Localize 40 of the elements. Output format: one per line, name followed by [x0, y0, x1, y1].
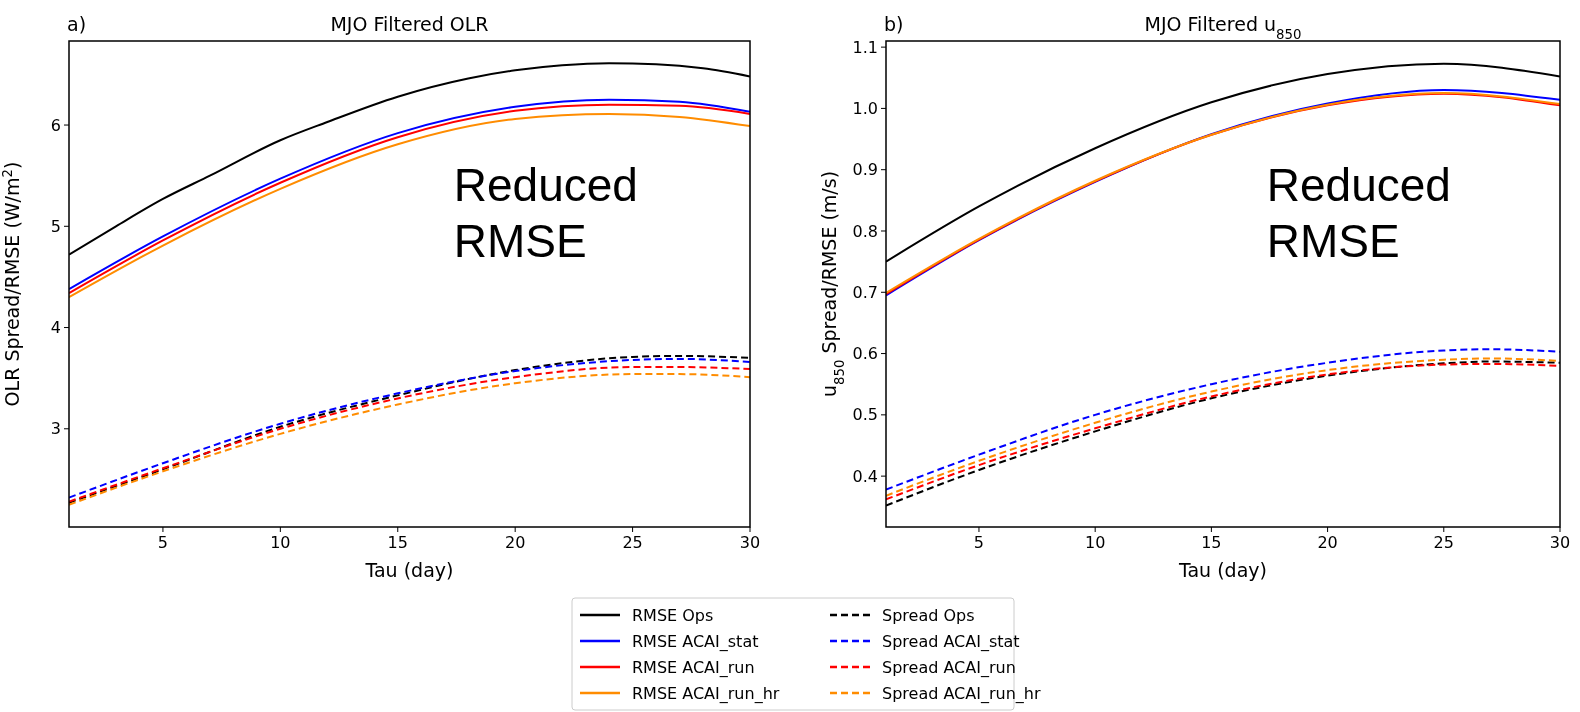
legend-label: Spread ACAI_stat: [882, 631, 1020, 652]
legend-label: RMSE ACAI_run_hr: [632, 683, 780, 704]
chart-title: MJO Filtered OLR: [330, 13, 489, 35]
text: b): [884, 13, 904, 35]
x-tick-label: 5: [157, 533, 169, 552]
x-tick-label: 10: [1084, 533, 1106, 552]
y-tick-label: 4: [50, 318, 61, 338]
y-tick-label: 0.7: [852, 282, 878, 302]
annotation: Reduced RMSE: [453, 159, 638, 268]
x-tick-label: 25: [1433, 533, 1454, 552]
y-tick-label: 0.4: [852, 466, 878, 486]
legend-label: RMSE ACAI_run: [632, 657, 755, 678]
legend-label: Spread ACAI_run_hr: [882, 683, 1041, 704]
y-tick-label: 0.9: [852, 160, 878, 180]
legend-label: RMSE ACAI_stat: [632, 631, 759, 652]
y-tick-label: 6: [50, 115, 61, 135]
chart-title: MJO Filtered u$_{850}$: [1144, 13, 1302, 42]
y-tick-label: 0.8: [852, 221, 878, 241]
x-axis-title: Tau (day): [364, 559, 454, 581]
x-tick-label: 20: [1317, 533, 1338, 552]
y-tick-label: 5: [50, 216, 61, 236]
legend-label: RMSE Ops: [632, 605, 714, 625]
y-tick-label: 0.5: [852, 405, 878, 425]
y-tick-label: 0.6: [852, 344, 878, 364]
x-tick-label: 30: [739, 533, 761, 552]
text: a): [67, 13, 87, 35]
x-tick-label: 15: [387, 533, 408, 552]
y-tick-label: 1.0: [852, 99, 878, 119]
legend-label: Spread ACAI_run: [882, 657, 1016, 678]
x-tick-label: 30: [1549, 533, 1571, 552]
y-tick-label: 1.1: [852, 37, 878, 57]
y-tick-label: 3: [50, 419, 61, 439]
x-tick-label: 20: [504, 533, 526, 552]
x-tick-label: 15: [1201, 533, 1222, 552]
legend-label: Spread Ops: [882, 605, 975, 625]
annotation: Reduced RMSE: [1266, 159, 1451, 268]
x-tick-label: 25: [622, 533, 643, 552]
x-tick-label: 5: [973, 533, 985, 552]
x-tick-label: 10: [270, 533, 291, 552]
x-axis-title: Tau (day): [1178, 559, 1267, 581]
